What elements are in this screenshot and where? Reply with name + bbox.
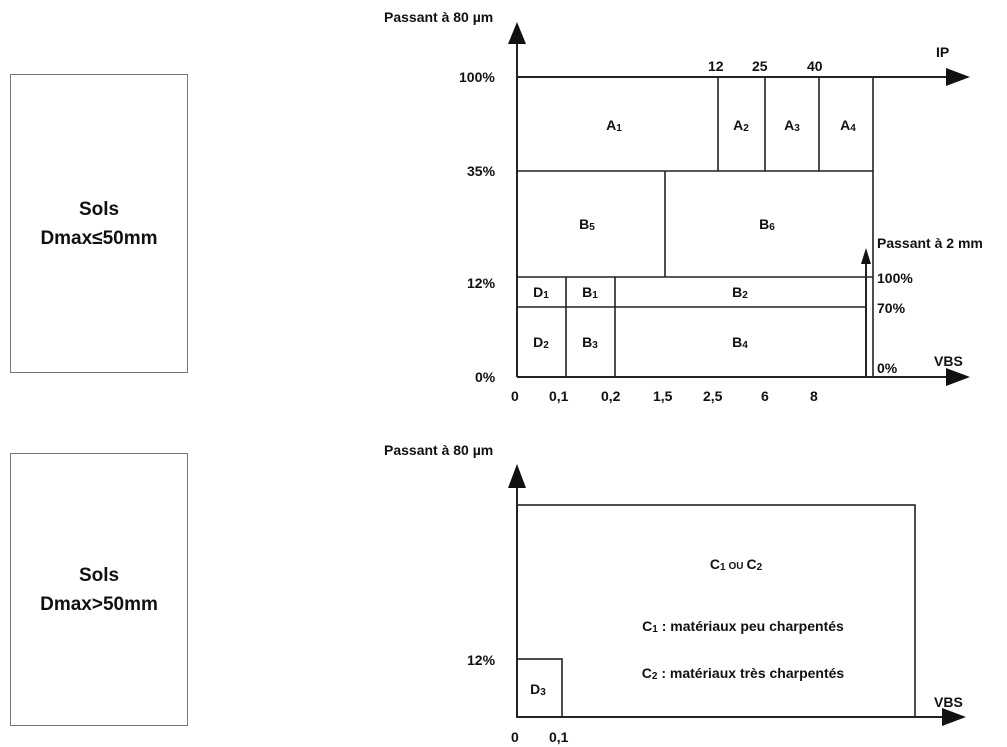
vbs-tick-2-5: 2,5 <box>703 388 723 404</box>
vbs-axis-arrow <box>942 708 966 726</box>
vbs-tick-6: 6 <box>761 388 769 404</box>
class-b6: B6 <box>759 216 775 233</box>
y-axis-arrow <box>508 22 526 44</box>
class-a4: A4 <box>840 117 856 134</box>
class-b4: B4 <box>732 334 748 351</box>
class-d1: D1 <box>533 284 549 301</box>
vbs-tick-0-1: 0,1 <box>549 729 569 745</box>
soil-box-condition: Dmax>50mm <box>40 593 158 615</box>
ip-tick-25: 25 <box>752 58 768 74</box>
soil-box-title: Sols <box>78 198 120 220</box>
class-d3: D3 <box>530 681 546 698</box>
class-a2: A2 <box>733 117 749 134</box>
soil-box-title: Sols <box>78 564 120 586</box>
class-d2: D2 <box>533 334 549 351</box>
soil-box-condition: Dmax≤50mm <box>40 227 158 249</box>
vbs-tick-0: 0 <box>511 729 519 745</box>
ip-tick-40: 40 <box>807 58 823 74</box>
class-a3: A3 <box>784 117 800 134</box>
ip-axis-label: IP <box>936 44 949 60</box>
y-axis-label: Passant à 80 µm <box>384 9 493 25</box>
diagram-dmax-le-50: Passant à 80 µm IP VBS Passant à 2 mm 10… <box>384 9 983 404</box>
y-tick-100: 100% <box>459 69 495 85</box>
class-c1-ou-c2: C1 OU C2 <box>710 556 763 573</box>
vbs-axis-label: VBS <box>934 353 963 369</box>
class-a1: A1 <box>606 117 622 134</box>
legend-c2: C2 : matériaux très charpentés <box>642 665 845 682</box>
vbs-tick-0-2: 0,2 <box>601 388 621 404</box>
secondary-tick-70: 70% <box>877 300 906 316</box>
diagram-dmax-gt-50: Passant à 80 µm VBS 12% 0 0,1 C1 OU C2 C1 … <box>384 442 966 745</box>
class-b1: B1 <box>582 284 598 301</box>
vbs-tick-1-5: 1,5 <box>653 388 673 404</box>
region-c1-c2 <box>516 504 916 718</box>
y-axis-arrow <box>508 464 526 488</box>
class-b2: B2 <box>732 284 748 301</box>
ip-tick-12: 12 <box>708 58 724 74</box>
secondary-axis-arrow <box>861 248 871 264</box>
y-axis-label: Passant à 80 µm <box>384 442 493 458</box>
y-tick-12: 12% <box>467 275 496 291</box>
legend-c1: C1 : matériaux peu charpentés <box>642 618 844 635</box>
vbs-tick-0: 0 <box>511 388 519 404</box>
ip-axis-arrow <box>946 68 970 86</box>
secondary-tick-100: 100% <box>877 270 913 286</box>
soil-box-dmax-gt-50: Sols Dmax>50mm <box>10 453 188 726</box>
class-b3: B3 <box>582 334 598 351</box>
y-tick-12: 12% <box>467 652 496 668</box>
vbs-axis-label: VBS <box>934 694 963 710</box>
secondary-tick-0: 0% <box>877 360 898 376</box>
y-tick-35: 35% <box>467 163 496 179</box>
vbs-tick-8: 8 <box>810 388 818 404</box>
secondary-axis-label: Passant à 2 mm <box>877 235 983 251</box>
region-d3 <box>516 658 563 718</box>
vbs-axis-arrow <box>946 368 970 386</box>
vbs-tick-0-1: 0,1 <box>549 388 569 404</box>
soil-box-dmax-le-50: Sols Dmax≤50mm <box>10 74 188 373</box>
y-tick-0: 0% <box>475 369 496 385</box>
class-b5: B5 <box>579 216 595 233</box>
